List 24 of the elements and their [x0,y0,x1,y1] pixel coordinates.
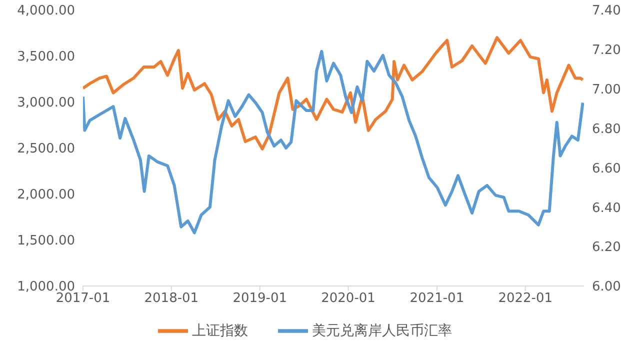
line-series [83,50,584,234]
y2-tick-label: 6.00 [592,280,621,295]
y2-tick-label: 7.20 [592,43,621,58]
x-tick-label: 2020-01 [321,291,376,306]
y-tick-label: 2,000.00 [17,188,75,203]
y2-tick-label: 7.00 [592,82,621,98]
x-tick-label: 2018-01 [144,291,199,306]
y-tick-label: 4,000.00 [17,4,75,19]
y2-tick-label: 6.20 [592,240,621,256]
x-tick-label: 2017-01 [56,291,110,306]
y-tick-label: 3,000.00 [17,96,75,111]
y2-tick-label: 6.60 [592,161,621,176]
y2-tick-label: 7.40 [592,4,621,19]
x-tick-label: 2019-01 [232,291,288,306]
y2-tick-label: 6.40 [592,200,621,216]
y-tick-label: 2,500.00 [17,142,75,157]
legend-label: 上证指数 [192,322,248,339]
y-tick-label: 1,500.00 [17,234,75,249]
line-series [83,36,584,150]
y-tick-label: 3,500.00 [17,50,75,65]
x-tick-label: 2022-01 [498,291,553,306]
x-tick-label: 2021-01 [410,291,464,306]
legend-label: 美元兑离岸人民币汇率 [312,322,452,339]
y2-tick-label: 6.80 [592,122,621,137]
